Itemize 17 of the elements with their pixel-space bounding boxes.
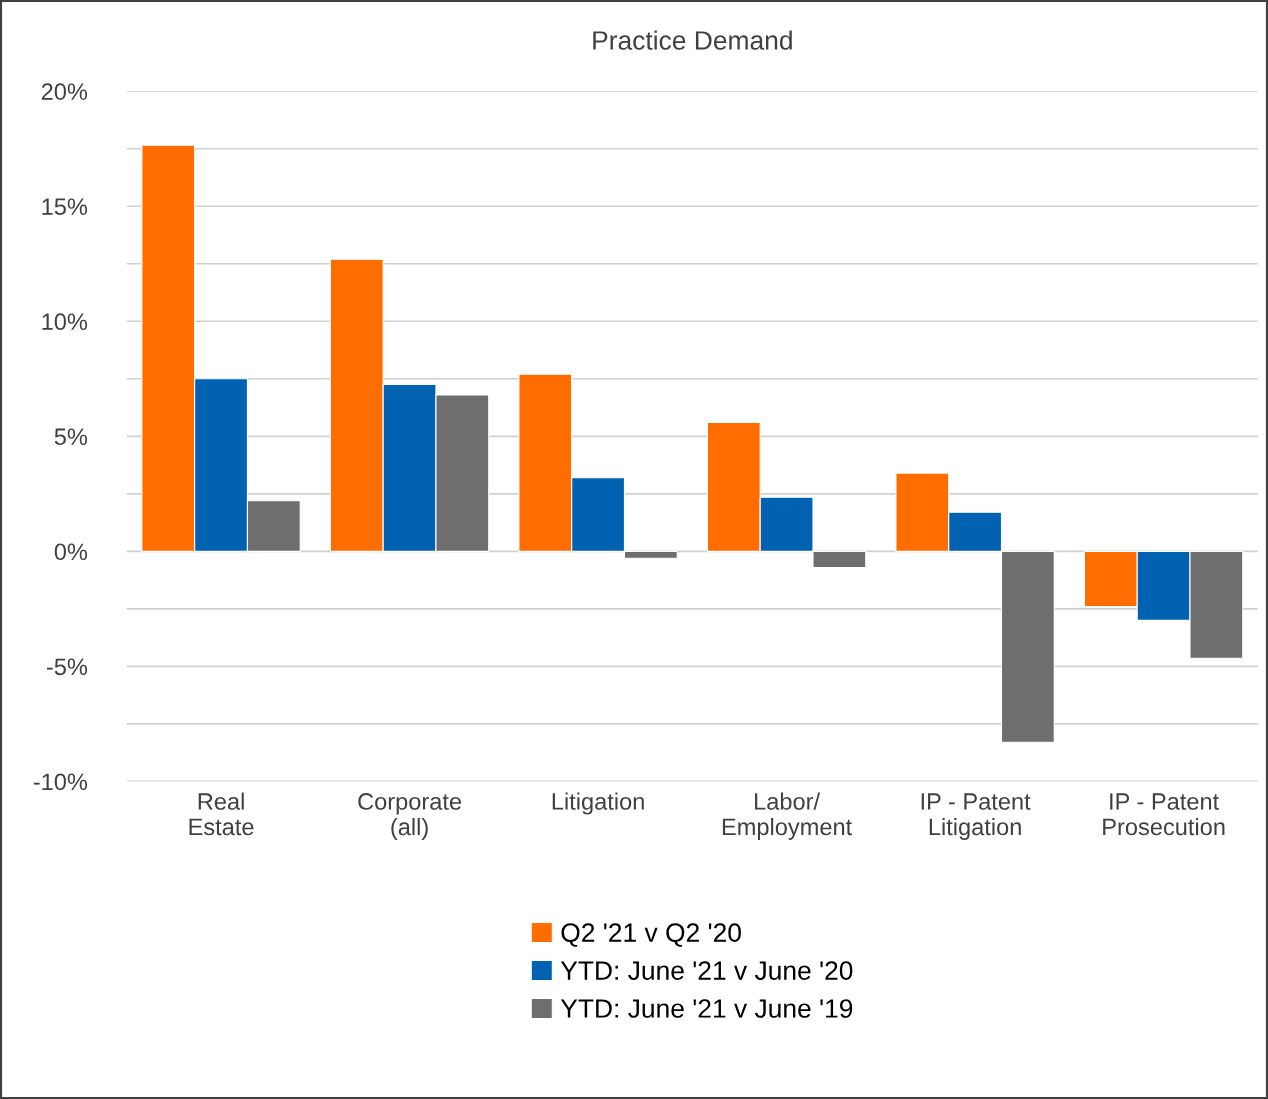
y-tick-label: -5% [46, 658, 88, 676]
legend-label: Q2 '21 v Q2 '20 [561, 923, 741, 947]
y-tick-label: 10% [42, 313, 88, 331]
x-tick-label: Labor/ Employment [722, 792, 853, 840]
y-tick-label: -10% [33, 773, 88, 791]
y-tick-label: 20% [41, 83, 88, 100]
y-tick-label: 0% [54, 543, 88, 561]
legend-label: YTD: June '21 v June '20 [560, 961, 853, 980]
x-tick-label: IP - Patent Prosecution [1103, 793, 1225, 836]
legend-label: YTD: June '21 v June '19 [560, 999, 853, 1018]
chart-title: Practice Demand [593, 30, 792, 50]
x-tick-label: IP - Patent Litigation [921, 793, 1031, 840]
y-tick-label: 5% [54, 428, 88, 446]
y-tick-label: 15% [42, 198, 88, 216]
x-tick-label: Real Estate [189, 792, 254, 836]
x-tick-label: Litigation [552, 792, 644, 815]
x-tick-label: Corporate (all) [358, 793, 462, 840]
